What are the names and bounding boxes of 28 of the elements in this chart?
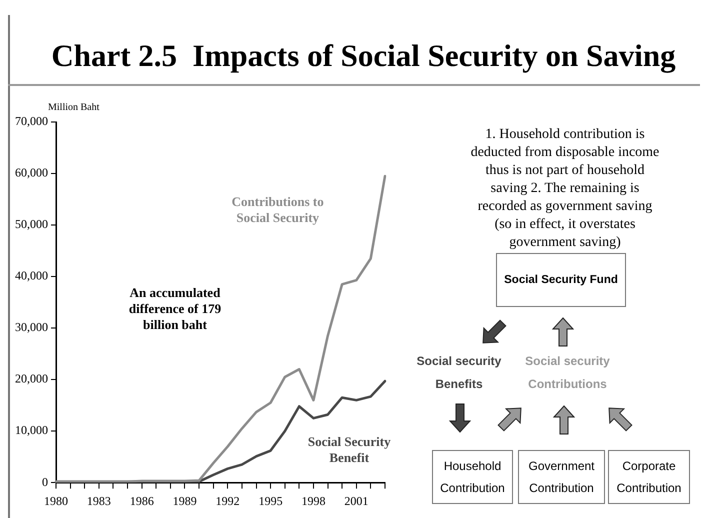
series-label: Social Security Benefit	[306, 434, 392, 466]
x-tick-label: 1992	[216, 494, 240, 508]
x-tick-label: 1995	[258, 494, 283, 508]
text: Government Contribution	[518, 450, 605, 504]
y-tick-label: 30,000	[15, 320, 48, 334]
text: Social security Benefits	[416, 353, 502, 393]
x-tick-label: 1980	[44, 494, 68, 508]
x-tick-label: 1989	[172, 494, 197, 508]
y-tick-label: 0	[42, 474, 48, 489]
text: 1. Household contribution is deducted from disposable income thus is not part of household saving 2. The remaining is recorded as government saving (so in effect, it overstates government saving)	[470, 126, 660, 252]
y-tick-label: 10,000	[15, 423, 48, 438]
text: Social security Contributions	[524, 353, 611, 393]
x-tick-label: 1998	[301, 494, 326, 508]
text: Household Contribution	[432, 450, 513, 504]
x-tick-label: 2001	[344, 494, 368, 508]
x-tick-label: 1986	[130, 494, 154, 508]
chart-title: Chart 2.5 Impacts of Social Security on Saving	[50, 38, 677, 74]
text: Contributions to Social Security	[230, 194, 325, 226]
text: Social Security Fund	[496, 253, 626, 307]
y-axis-title: Million Baht	[48, 102, 100, 113]
y-tick-label: 50,000	[15, 217, 48, 232]
y-tick-label: 70,000	[15, 114, 48, 128]
annotation: An accumulated difference of 179 billion baht	[128, 285, 222, 333]
y-tick-label: 60,000	[15, 166, 48, 180]
y-tick-label: 20,000	[15, 372, 48, 386]
x-tick-label: 1983	[86, 494, 111, 508]
text: Corporate Contribution	[608, 450, 690, 504]
y-tick-label: 40,000	[15, 268, 48, 283]
